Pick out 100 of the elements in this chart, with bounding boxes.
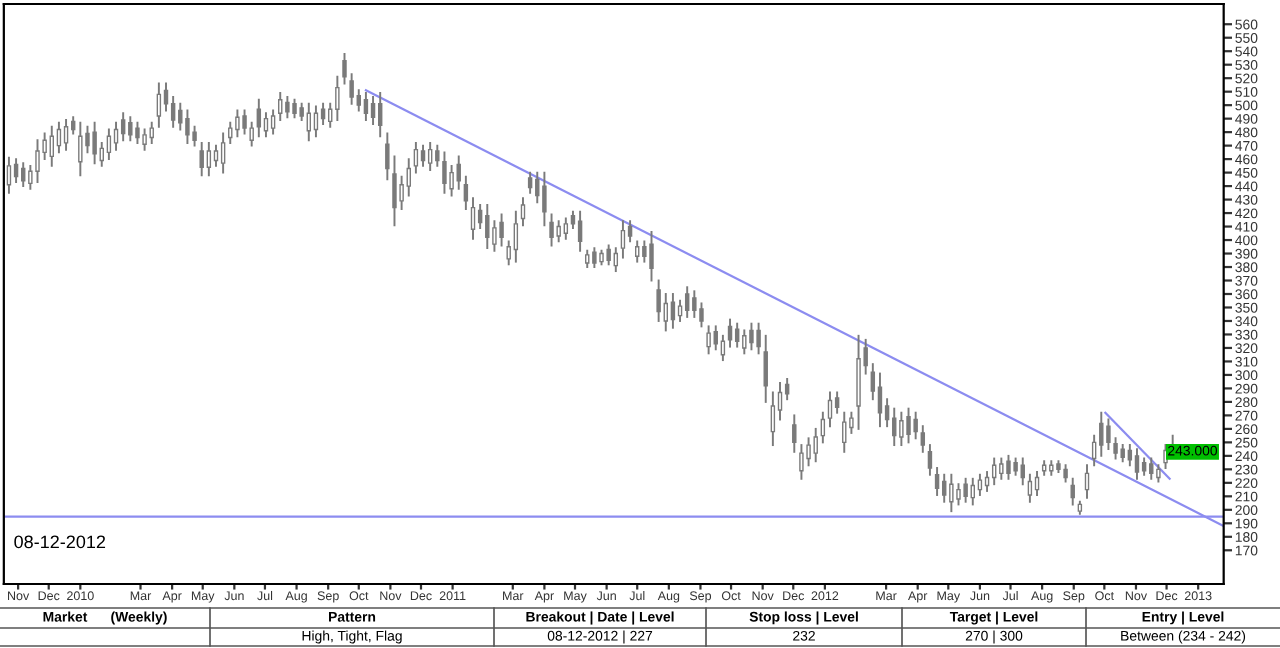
candlestick bbox=[963, 477, 968, 503]
candlestick bbox=[513, 210, 519, 263]
candlestick bbox=[606, 244, 611, 266]
candlestick bbox=[770, 391, 776, 447]
candlestick bbox=[949, 473, 954, 513]
candlestick bbox=[756, 322, 761, 355]
candlestick bbox=[342, 52, 347, 85]
candlestick bbox=[920, 425, 926, 453]
candlestick bbox=[406, 158, 411, 197]
candlestick bbox=[335, 75, 340, 121]
candlestick bbox=[663, 293, 669, 332]
candlestick bbox=[499, 213, 504, 247]
candlestick bbox=[63, 119, 69, 151]
candlestick bbox=[856, 334, 861, 430]
candlestick bbox=[542, 171, 547, 227]
candlestick bbox=[699, 302, 704, 328]
candlestick bbox=[806, 437, 811, 467]
candlestick bbox=[799, 444, 804, 480]
candlestick bbox=[235, 109, 240, 138]
candlestick bbox=[106, 128, 112, 161]
candlestick bbox=[420, 144, 426, 167]
candlestick bbox=[642, 240, 647, 263]
candlestick bbox=[527, 171, 533, 194]
candlestick bbox=[684, 286, 690, 318]
candlestick bbox=[399, 175, 404, 210]
candlestick bbox=[520, 197, 526, 227]
candlestick bbox=[113, 121, 119, 151]
candlestick bbox=[913, 411, 918, 440]
candlestick bbox=[941, 473, 947, 503]
candlestick bbox=[427, 141, 433, 171]
candlestick bbox=[577, 210, 583, 252]
candlestick bbox=[670, 293, 676, 329]
candlestick bbox=[206, 141, 212, 177]
candlestick bbox=[1027, 473, 1033, 503]
candlestick bbox=[170, 96, 176, 128]
candlestick bbox=[128, 116, 133, 142]
candlestick bbox=[734, 322, 740, 348]
candlestick bbox=[970, 477, 976, 506]
candlestick bbox=[156, 82, 162, 128]
candlestick bbox=[13, 158, 19, 184]
candlestick bbox=[385, 132, 390, 181]
candlestick bbox=[834, 391, 840, 414]
candlestick bbox=[813, 427, 818, 463]
candlestick bbox=[749, 322, 754, 351]
candlestick bbox=[470, 197, 476, 240]
candlestick bbox=[92, 121, 97, 165]
candlestick bbox=[656, 279, 661, 322]
candlestick bbox=[1106, 418, 1111, 451]
candlestick bbox=[1127, 444, 1133, 467]
candlestick bbox=[20, 162, 26, 188]
candlestick bbox=[620, 220, 626, 259]
candlestick bbox=[120, 112, 126, 142]
candlestick bbox=[706, 325, 711, 355]
candlestick bbox=[463, 175, 469, 210]
candlestick bbox=[49, 125, 55, 167]
candlestick bbox=[199, 141, 204, 177]
candlestick bbox=[349, 73, 354, 105]
candlestick bbox=[1070, 477, 1075, 506]
candlestick bbox=[1020, 457, 1025, 486]
candlestick bbox=[692, 290, 697, 318]
candlestick bbox=[649, 230, 654, 282]
candlestick bbox=[270, 109, 276, 135]
candlestick bbox=[627, 220, 633, 243]
candlestick bbox=[1134, 448, 1140, 480]
candlestick bbox=[185, 109, 190, 144]
candlestick bbox=[977, 473, 983, 496]
candlestick bbox=[1113, 437, 1118, 460]
candlestick bbox=[135, 121, 140, 144]
candlestick bbox=[1006, 454, 1011, 480]
candlestick bbox=[78, 121, 83, 177]
candlestick bbox=[142, 128, 147, 151]
candlestick bbox=[35, 139, 40, 184]
candlestick bbox=[1034, 471, 1040, 496]
candlestick bbox=[984, 471, 990, 492]
candlestick bbox=[192, 125, 197, 147]
candlestick bbox=[228, 121, 233, 144]
candlestick bbox=[485, 204, 490, 250]
candlestick bbox=[377, 92, 383, 138]
annotation: 08-12-2012 bbox=[14, 535, 106, 549]
candlestick bbox=[899, 411, 904, 447]
candlestick bbox=[6, 156, 12, 194]
candlestick bbox=[613, 247, 619, 273]
candlestick bbox=[278, 92, 283, 121]
candlestick bbox=[713, 325, 718, 351]
candlestick bbox=[727, 318, 733, 348]
candlestick bbox=[442, 151, 447, 194]
candlestick bbox=[213, 144, 219, 167]
candlestick bbox=[763, 334, 768, 403]
candlestick bbox=[991, 457, 997, 486]
candlestick bbox=[677, 299, 683, 322]
candlestick bbox=[742, 329, 747, 355]
candlestick bbox=[634, 240, 640, 263]
candlestick bbox=[263, 112, 269, 138]
candlestick bbox=[149, 121, 154, 144]
candlestick bbox=[877, 372, 883, 428]
candlestick bbox=[792, 414, 797, 453]
candlestick bbox=[563, 217, 569, 240]
candlestick bbox=[363, 92, 369, 121]
candlestick bbox=[556, 220, 561, 243]
candlestick bbox=[285, 96, 290, 119]
